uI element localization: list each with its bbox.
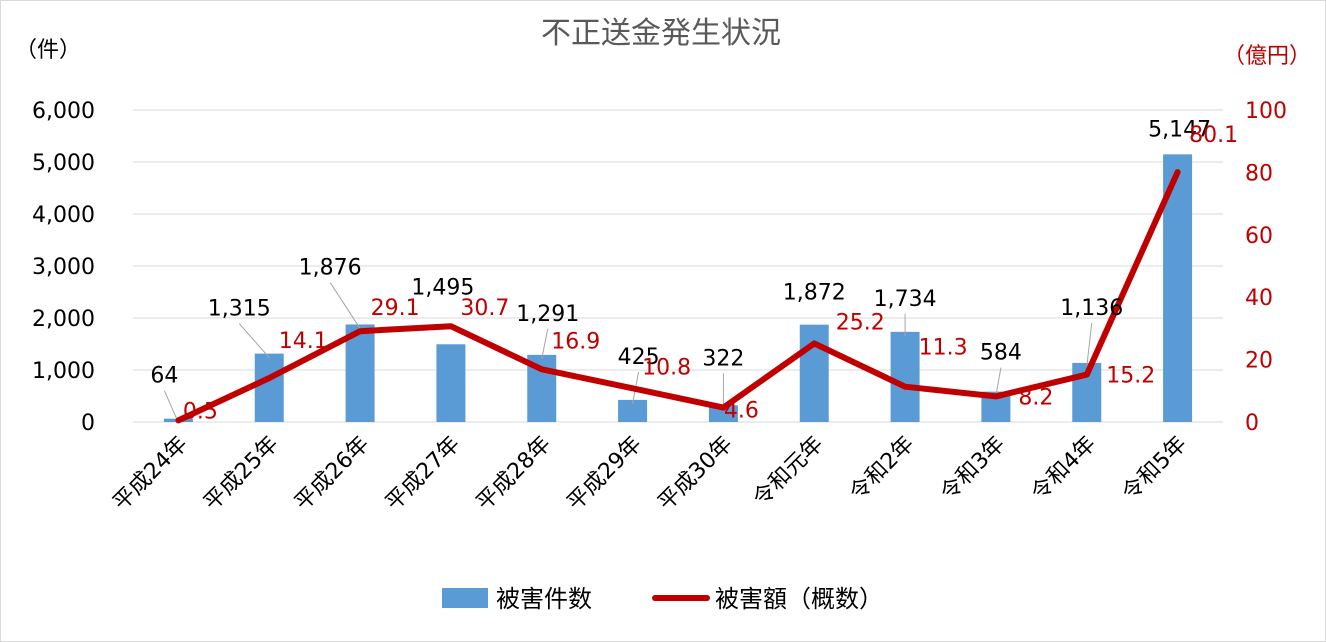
bar-data-label: 5,147	[1148, 117, 1211, 142]
left-tick-label: 0	[81, 411, 95, 436]
line-data-label: 30.7	[460, 296, 509, 321]
bar-data-label: 322	[702, 346, 744, 371]
line-point	[1086, 374, 1088, 376]
label-leader-line	[163, 390, 179, 423]
line-data-labels: 0.5 14.1 29.1 30.7 16.9 10.8 4.6 25.2 11.3 8.2 15.…	[183, 123, 1238, 424]
line-data-label: 16.9	[551, 329, 600, 354]
right-axis: 0 20 40 60 80 100	[1245, 99, 1287, 436]
bar	[708, 405, 738, 422]
category-label: 令和4年	[1027, 432, 1101, 506]
category-labels: 平成24年 平成25年 平成26年 平成27年 平成28年 平成29年 平成30年 令和元年令…	[109, 432, 1192, 516]
bar	[618, 399, 648, 422]
line-data-label: 8.2	[1018, 385, 1053, 410]
bar-data-label: 1,495	[411, 275, 474, 300]
bar	[890, 331, 920, 422]
category-label: 令和3年	[936, 432, 1010, 506]
legend-bar-swatch	[442, 588, 488, 608]
bar-data-label: 1,734	[874, 287, 937, 312]
left-tick-label: 2,000	[32, 307, 95, 332]
line-point	[177, 419, 179, 421]
line-point	[904, 386, 906, 388]
right-tick-label: 60	[1245, 224, 1273, 249]
line-data-label: 14.1	[279, 329, 328, 354]
line-point	[722, 407, 724, 409]
chart-title: 不正送金発生状況	[541, 16, 781, 51]
legend: 被害件数 被害額（概数）	[442, 585, 883, 613]
line-data-label: 10.8	[642, 355, 691, 380]
category-label: 平成27年	[381, 432, 465, 516]
grid-layer	[133, 109, 1223, 423]
bar	[254, 353, 284, 422]
label-leader-line	[238, 323, 270, 358]
left-axis: 0 1,000 2,000 3,000 4,000 5,000 6,000	[32, 99, 95, 436]
right-tick-label: 80	[1245, 161, 1273, 186]
line-data-label: 29.1	[371, 296, 420, 321]
line-point	[632, 387, 634, 389]
label-leader-line	[995, 367, 1002, 396]
category-label: 令和2年	[845, 432, 919, 506]
line-series	[175, 169, 1181, 424]
legend-bar-label: 被害件数	[496, 585, 592, 613]
line-point	[541, 368, 543, 370]
label-leader-line	[541, 328, 549, 359]
category-label: 平成28年	[472, 432, 556, 516]
bar-data-label: 1,136	[1060, 296, 1123, 321]
bar	[799, 324, 829, 422]
bar-data-label: 64	[150, 364, 178, 389]
line-point	[359, 330, 361, 332]
left-tick-label: 6,000	[32, 99, 95, 124]
category-label: 平成26年	[290, 432, 374, 516]
label-leader-line	[329, 282, 361, 329]
left-tick-label: 4,000	[32, 203, 95, 228]
line-data-label: 80.1	[1189, 123, 1238, 148]
category-label: 平成30年	[654, 432, 738, 516]
line-data-label: 4.6	[724, 399, 759, 424]
line-point	[1177, 171, 1179, 173]
bar-data-label: 584	[980, 341, 1022, 366]
line-point	[268, 377, 270, 379]
category-label: 令和元年	[749, 432, 829, 512]
line-data-label: 11.3	[919, 336, 968, 361]
category-label: 平成24年	[109, 432, 193, 516]
category-label: 平成29年	[563, 432, 647, 516]
right-tick-label: 0	[1245, 411, 1259, 436]
bar-data-label: 1,876	[299, 255, 362, 280]
line-point	[813, 342, 815, 344]
label-leader-line	[1086, 322, 1093, 367]
bar-data-label: 1,872	[783, 281, 846, 306]
left-tick-label: 5,000	[32, 151, 95, 176]
right-tick-label: 40	[1245, 286, 1273, 311]
line-data-label: 25.2	[836, 310, 885, 335]
bar-data-label: 425	[618, 345, 660, 370]
bar-data-label: 1,315	[208, 297, 271, 322]
bar-series	[163, 154, 1193, 422]
line-data-label: 0.5	[183, 399, 218, 424]
line-point	[450, 325, 452, 327]
bar-data-label: 1,291	[516, 302, 579, 327]
category-label: 平成25年	[199, 432, 283, 516]
right-tick-label: 20	[1245, 349, 1273, 374]
legend-line-label: 被害額（概数）	[715, 585, 883, 613]
left-tick-label: 3,000	[32, 255, 95, 280]
line-data-label: 15.2	[1106, 364, 1155, 389]
bar	[345, 324, 375, 422]
right-axis-unit: （億円）	[1223, 44, 1311, 69]
left-tick-label: 1,000	[32, 359, 95, 384]
bar	[436, 344, 466, 422]
right-tick-label: 100	[1245, 99, 1287, 124]
left-axis-unit: （件）	[15, 38, 81, 63]
line-path	[175, 169, 1181, 424]
bar-data-labels: 64 1,315 1,876 1,495 1,291 425 322 1,872 1,734 58…	[150, 117, 1211, 388]
category-label: 令和5年	[1118, 432, 1192, 506]
line-point	[995, 395, 997, 397]
